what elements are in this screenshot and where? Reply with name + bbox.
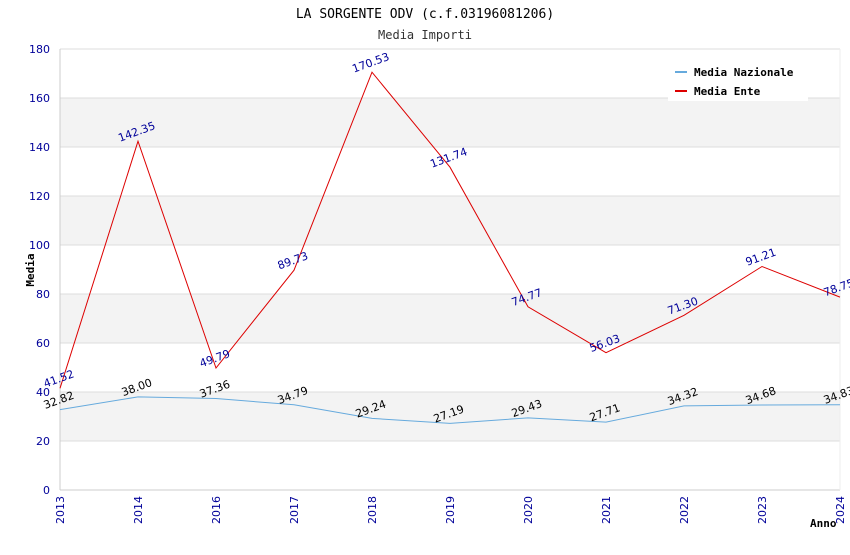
x-tick-label: 2017 [288,496,301,524]
plot-band [60,294,840,343]
data-label: 170.53 [350,50,391,75]
x-tick-label: 2014 [132,496,145,524]
plot-band [60,392,840,441]
x-tick-label: 2023 [756,496,769,524]
y-tick-label: 120 [29,190,50,203]
legend: Media Nazionale Media Ente [668,59,808,101]
y-tick-label: 40 [36,386,50,399]
axes [59,49,841,491]
x-tick-label: 2022 [678,496,691,524]
y-tick-label: 140 [29,141,50,154]
legend-entry: Media Nazionale [694,66,794,79]
y-axis-label: Media [24,253,37,286]
y-tick-label: 100 [29,239,50,252]
grid-lines [60,48,840,491]
x-tick-labels: 2013 2014 2016 2017 2018 2019 2020 2021 2022 2023… [54,496,847,524]
y-tick-labels: 0 20 40 60 80 100 120 140 160 180 [29,43,50,497]
y-tick-label: 180 [29,43,50,56]
chart-title: LA SORGENTE ODV (c.f.03196081206) [296,7,554,22]
y-tick-label: 60 [36,337,50,350]
x-tick-label: 2019 [444,496,457,524]
series-lines [59,71,841,424]
y-tick-label: 20 [36,435,50,448]
y-tick-label: 0 [43,484,50,497]
x-tick-label: 2013 [54,496,67,524]
chart-subtitle: Media Importi [378,28,472,42]
legend-box [668,59,808,101]
plot-band [60,98,840,147]
legend-entry: Media Ente [694,85,761,98]
x-axis-label: Anno [810,517,837,530]
data-label: 91.21 [744,246,778,269]
y-tick-label: 80 [36,288,50,301]
series-line [59,71,841,389]
plot-band [60,196,840,245]
series-line [59,396,841,424]
x-tick-label: 2016 [210,496,223,524]
plot-bands [60,98,840,441]
data-label: 49.79 [198,347,232,370]
x-tick-label: 2021 [600,496,613,524]
x-tick-label: 2018 [366,496,379,524]
data-label: 41.52 [42,367,76,390]
data-label: 89.73 [276,249,310,272]
x-tick-label: 2020 [522,496,535,524]
x-tick-label: 2024 [834,496,847,524]
y-tick-label: 160 [29,92,50,105]
